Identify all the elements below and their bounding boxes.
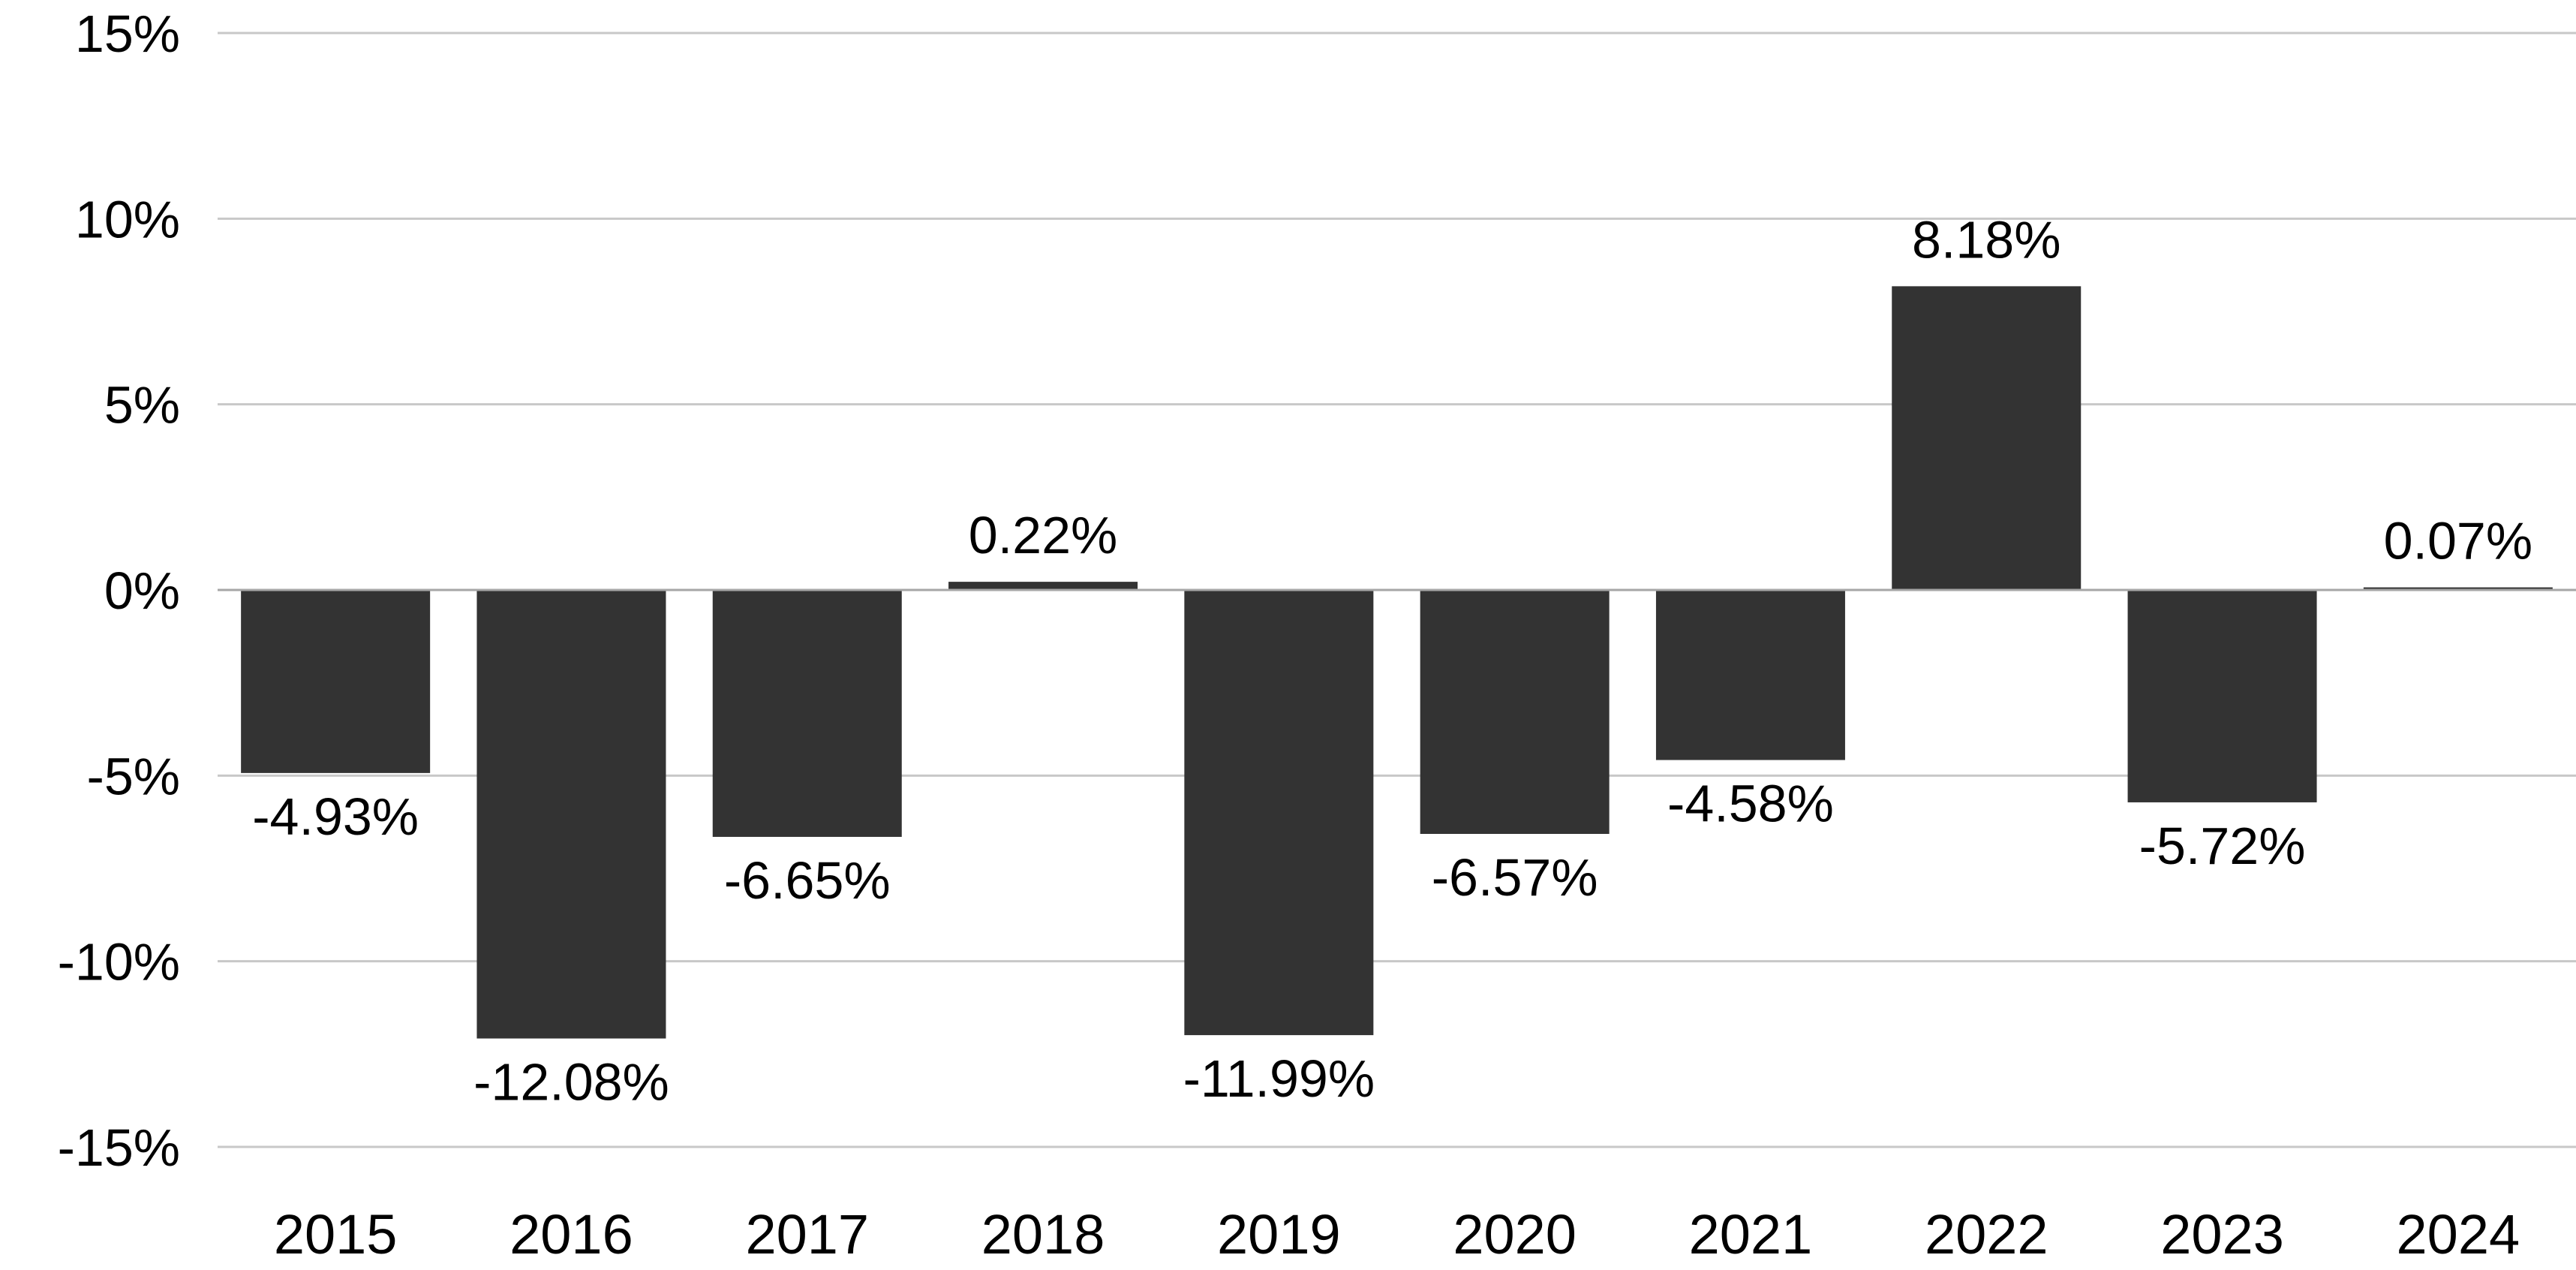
y-tick-label: -5% <box>87 747 180 805</box>
bar-2015 <box>241 590 431 773</box>
y-tick-label: -15% <box>58 1118 180 1177</box>
x-category-label-2019: 2019 <box>1217 1203 1341 1265</box>
bar-2019 <box>1184 590 1374 1036</box>
bar-2017 <box>712 590 902 837</box>
bar-2021 <box>1655 590 1845 760</box>
data-label-2022: 8.18% <box>1912 210 2060 269</box>
bar-2018 <box>948 582 1138 590</box>
x-category-label-2017: 2017 <box>745 1203 869 1265</box>
x-axis-category-labels: 2015 2016 2017 2018 2019 2020 2021 2022 2023 2024 <box>274 1203 2520 1265</box>
y-tick-label: 15% <box>75 5 180 63</box>
x-category-label-2022: 2022 <box>1925 1203 2048 1265</box>
x-category-label-2015: 2015 <box>274 1203 398 1265</box>
bar-2022 <box>1892 286 2082 590</box>
data-label-2023: -5.72% <box>2139 817 2306 875</box>
y-tick-label: 0% <box>104 561 180 620</box>
data-label-2024: 0.07% <box>2384 512 2532 570</box>
x-category-label-2021: 2021 <box>1689 1203 1813 1265</box>
data-label-2016: -12.08% <box>473 1053 669 1112</box>
data-label-2021: -4.58% <box>1667 775 1834 833</box>
data-label-2019: -11.99% <box>1183 1049 1375 1108</box>
y-axis-tick-labels: 15% 10% 5% 0% -5% -10% -15% <box>58 5 180 1177</box>
bar-2016 <box>476 590 666 1039</box>
bars <box>241 286 2553 1039</box>
data-label-2017: -6.65% <box>724 851 891 910</box>
data-labels: -4.93% -12.08% -6.65% 0.22% -11.99% -6.57% -4.… <box>252 210 2532 1111</box>
x-category-label-2018: 2018 <box>981 1203 1105 1265</box>
data-label-2015: -4.93% <box>252 787 419 846</box>
bar-2023 <box>2127 590 2317 802</box>
y-tick-label: 10% <box>75 190 180 248</box>
y-tick-label: -10% <box>58 933 180 992</box>
data-label-2018: 0.22% <box>969 506 1117 564</box>
x-category-label-2023: 2023 <box>2160 1203 2284 1265</box>
bar-2024 <box>2363 587 2553 590</box>
x-category-label-2020: 2020 <box>1453 1203 1577 1265</box>
data-label-2020: -6.57% <box>1432 848 1598 907</box>
x-category-label-2024: 2024 <box>2397 1203 2520 1265</box>
y-tick-label: 5% <box>104 376 180 435</box>
x-category-label-2016: 2016 <box>509 1203 633 1265</box>
bar-2020 <box>1420 590 1610 834</box>
